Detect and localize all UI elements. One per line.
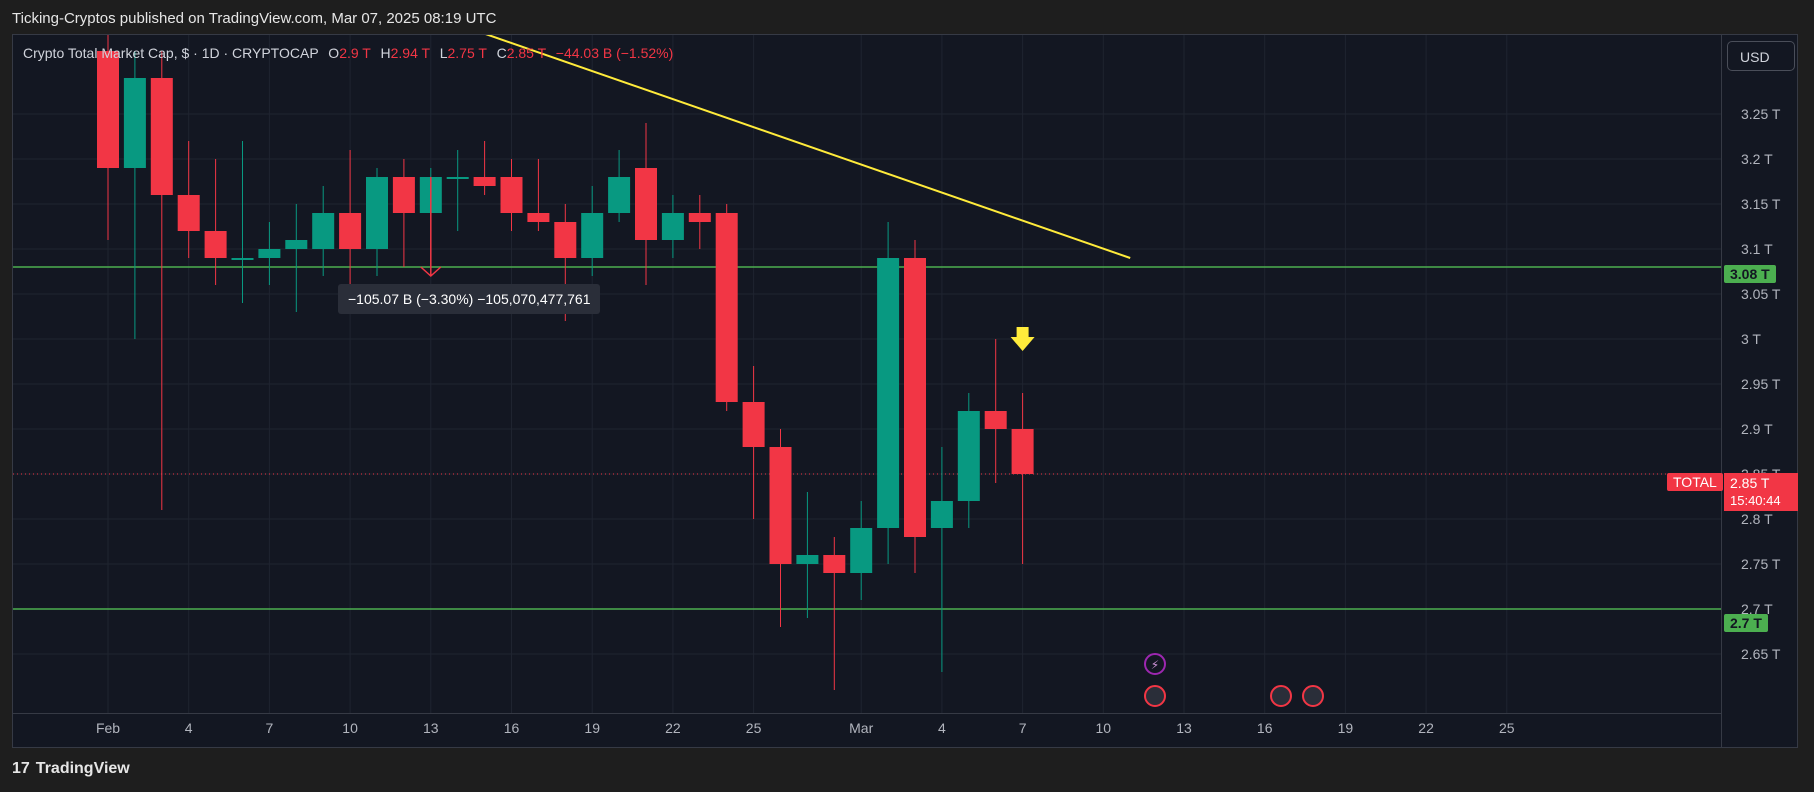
y-tick-label: 3.25 T <box>1741 106 1781 122</box>
close-label: C <box>496 45 507 61</box>
x-tick-label: 25 <box>746 720 762 736</box>
candle-body <box>97 51 119 168</box>
y-tick-label: 3.2 T <box>1741 151 1773 167</box>
y-tick-label: 2.75 T <box>1741 556 1781 572</box>
y-tick-label: 3.05 T <box>1741 286 1781 302</box>
lightning-event-icon[interactable]: ⚡ <box>1144 653 1166 675</box>
candle-body <box>527 213 550 222</box>
price-axis-divider <box>1721 35 1722 747</box>
time-axis-divider <box>13 713 1721 714</box>
x-tick-label: 16 <box>1257 720 1273 736</box>
x-tick-label: 22 <box>1418 720 1434 736</box>
candle-body <box>123 78 146 168</box>
candle-body <box>392 177 415 213</box>
candle-body <box>877 258 900 528</box>
high-label: H <box>380 45 391 61</box>
candle-body <box>177 195 200 231</box>
candle-body <box>473 177 496 186</box>
x-tick-label: 4 <box>938 720 946 736</box>
low-value: 2.75 T <box>447 45 487 61</box>
tradingview-logo: 17 <box>12 760 30 777</box>
y-tick-label: 3.15 T <box>1741 196 1781 212</box>
candle-body <box>366 177 388 249</box>
candle-body <box>930 501 953 528</box>
current-price-value: 2.85 T <box>1730 475 1770 491</box>
open-label: O <box>328 45 340 61</box>
lower-level-price-tag: 2.7 T <box>1724 614 1768 632</box>
change-value: −44.03 B (−1.52%) <box>555 45 674 61</box>
x-tick-label: 16 <box>504 720 520 736</box>
y-tick-label: 3 T <box>1741 331 1761 347</box>
y-tick-label: 2.8 T <box>1741 511 1773 527</box>
candle-body <box>715 213 738 402</box>
candle-body <box>150 78 173 195</box>
us-flag-event-icon[interactable] <box>1270 685 1292 707</box>
symbol-legend[interactable]: Crypto Total Market Cap, $ · 1D · CRYPTO… <box>23 45 673 61</box>
x-tick-label: 22 <box>665 720 681 736</box>
measure-tooltip: −105.07 B (−3.30%) −105,070,477,761 <box>338 284 601 314</box>
candle-body <box>742 402 765 447</box>
low-label: L <box>439 45 448 61</box>
x-tick-label: 7 <box>1019 720 1027 736</box>
candle-body <box>581 213 604 258</box>
currency-button[interactable]: USD <box>1727 41 1795 71</box>
close-value: 2.85 T <box>506 45 546 61</box>
candle-body <box>339 213 362 249</box>
x-tick-label: 10 <box>1096 720 1112 736</box>
us-flag-event-icon[interactable] <box>1144 685 1166 707</box>
chart-canvas[interactable]: 2.65 T 2.7 T 2.75 T 2.8 T 2.85 T 2.9 T 2.95 T 3… <box>13 35 1797 747</box>
tradingview-footer[interactable]: 17 TradingView <box>12 760 130 778</box>
y-tick-label: 2.9 T <box>1741 421 1773 437</box>
trendline <box>485 35 1131 259</box>
candle-body <box>1011 429 1034 474</box>
candle-body <box>608 177 631 213</box>
candle-body <box>823 555 846 573</box>
x-tick-label: 19 <box>584 720 600 736</box>
candle-body <box>688 213 711 222</box>
candle-body <box>231 258 254 260</box>
candle-body <box>285 240 308 249</box>
y-tick-label: 3.1 T <box>1741 241 1773 257</box>
candle-body <box>984 411 1007 429</box>
candle-body <box>500 177 523 213</box>
candle-body <box>957 411 980 501</box>
x-tick-label: 25 <box>1499 720 1515 736</box>
high-value: 2.94 T <box>390 45 430 61</box>
y-tick-label: 2.7 T <box>1741 601 1773 617</box>
symbol-title: Crypto Total Market Cap, $ · 1D · CRYPTO… <box>23 45 319 61</box>
us-flag-event-icon[interactable] <box>1302 685 1324 707</box>
open-value: 2.9 T <box>339 45 371 61</box>
publisher-header: Ticking-Cryptos published on TradingView… <box>12 10 497 27</box>
x-tick-label: Mar <box>849 720 873 736</box>
x-tick-label: 19 <box>1338 720 1354 736</box>
candle-body <box>204 231 227 258</box>
x-tick-label: 4 <box>185 720 193 736</box>
candle-body <box>554 222 577 258</box>
y-tick-label: 2.95 T <box>1741 376 1781 392</box>
candle-body <box>312 213 335 249</box>
upper-level-price-tag: 3.08 T <box>1724 265 1776 283</box>
chart-pane[interactable]: 2.65 T 2.7 T 2.75 T 2.8 T 2.85 T 2.9 T 2.95 T 3… <box>12 34 1798 748</box>
candle-body <box>446 177 469 179</box>
tradingview-brand: TradingView <box>35 760 130 777</box>
candle-body <box>258 249 281 258</box>
x-tick-label: 10 <box>342 720 358 736</box>
down-arrow-annotation-icon <box>1010 327 1035 351</box>
bar-countdown: 15:40:44 <box>1730 493 1781 508</box>
y-tick-label: 2.65 T <box>1741 646 1781 662</box>
candle-body <box>635 168 657 240</box>
x-tick-label: 13 <box>1176 720 1192 736</box>
candle-body <box>904 258 926 537</box>
candle-body <box>796 555 819 564</box>
current-price-tag: 2.85 T 15:40:44 <box>1724 473 1798 511</box>
measure-arrow-head <box>420 266 442 278</box>
candle-body <box>769 447 792 564</box>
symbol-price-badge: TOTAL <box>1667 473 1723 491</box>
candle-body <box>661 213 684 240</box>
candle-body <box>850 528 873 573</box>
x-tick-label: 13 <box>423 720 439 736</box>
x-tick-label: Feb <box>96 720 120 736</box>
x-tick-label: 7 <box>266 720 274 736</box>
